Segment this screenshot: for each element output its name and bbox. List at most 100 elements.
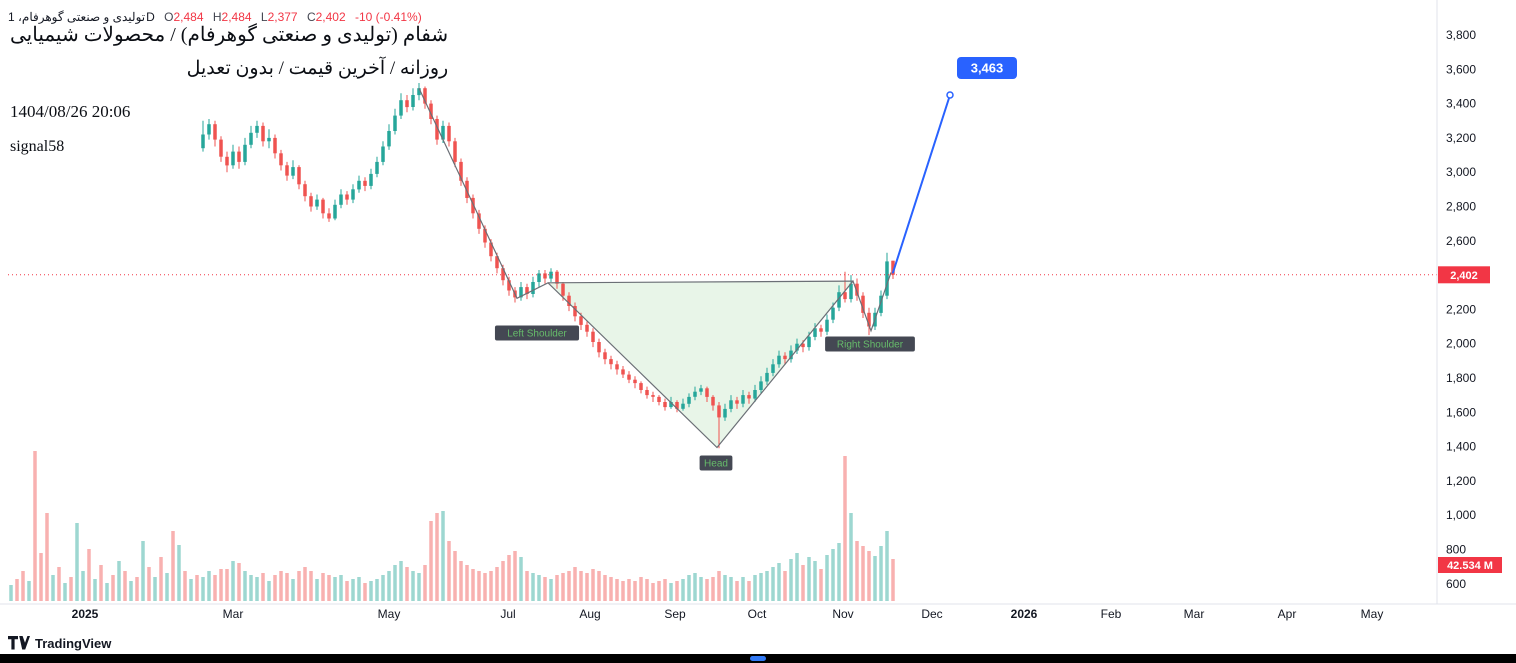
timeframe-label[interactable]: D [146, 10, 155, 24]
candle-body [375, 161, 379, 174]
candle-body [699, 388, 703, 392]
projection-line[interactable] [892, 94, 951, 274]
volume-bar [333, 577, 337, 601]
candle-body [315, 199, 319, 207]
candle-body [627, 374, 631, 380]
candle-body [765, 372, 769, 382]
volume-bar [849, 513, 853, 601]
head-and-shoulders-drawing[interactable]: Left Shoulder Head Right Shoulder [418, 87, 915, 471]
projection-endpoint-dot[interactable] [946, 91, 954, 99]
candle-body [405, 100, 409, 108]
candle-body [609, 359, 613, 365]
candle-body [387, 131, 391, 147]
bottom-bar [0, 654, 1516, 663]
volume-bar [639, 577, 643, 601]
candle-body [687, 396, 691, 404]
price-tick-label: 3,000 [1446, 165, 1476, 179]
pattern-label-badge[interactable] [825, 336, 915, 352]
pattern-neckline[interactable] [547, 280, 854, 284]
volume-bar [615, 579, 619, 601]
volume-bar [771, 567, 775, 601]
price-axis[interactable]: 3,8003,6003,4003,2003,0002,8002,6002,400… [1436, 0, 1502, 604]
volume-bar [873, 556, 877, 601]
projection-drawing[interactable]: 3,463 [892, 57, 1017, 274]
ohlc-close: C2,402 [306, 10, 346, 24]
candle-body [453, 141, 457, 162]
candle-body [381, 146, 385, 162]
price-tick-label: 800 [1446, 543, 1466, 557]
volume-bar [27, 581, 31, 601]
candle-body [411, 95, 415, 107]
time-axis[interactable]: 2025 Mar May Jul Aug Sep Oct Nov Dec 2026 Feb Mar Ap… [0, 603, 1516, 621]
volume-bar [675, 581, 679, 601]
volume-bar [177, 545, 181, 601]
candle-body [621, 369, 625, 375]
time-tick-label: Sep [664, 607, 686, 621]
volume-bar [33, 451, 37, 601]
candle-body [759, 381, 763, 390]
volume-bar [417, 573, 421, 601]
volume-bar [891, 559, 895, 601]
pattern-zigzag-line[interactable] [418, 87, 892, 449]
candle-body [477, 213, 481, 229]
volume-bar [795, 553, 799, 601]
volume-bar [153, 577, 157, 601]
volume-bar [387, 571, 391, 601]
candle-body [435, 119, 439, 140]
volume-bar [261, 573, 265, 601]
volume-bar [189, 579, 193, 601]
time-tick-label: May [378, 607, 401, 621]
candle-body [339, 194, 343, 205]
pattern-label-badge[interactable] [699, 455, 733, 471]
volume-bar [393, 565, 397, 601]
candle-body [429, 103, 433, 119]
volume-bar [687, 575, 691, 601]
volume-bar [813, 561, 817, 601]
tradingview-logo[interactable]: TradingView [8, 636, 111, 651]
candle-body [753, 390, 757, 399]
volume-bar [369, 581, 373, 601]
candle-body [555, 271, 559, 284]
bottom-bar-accent[interactable] [750, 656, 766, 661]
candle-body [447, 125, 451, 142]
candle-body [813, 328, 817, 337]
tradingview-logo-icon [8, 636, 30, 650]
symbol-legend[interactable]: تولیدی و صنعتی گوهرفام، 1D O2,484 H2,484… [8, 10, 422, 24]
volume-bar [717, 571, 721, 601]
volume-bar [807, 557, 811, 601]
volume-bar [855, 541, 859, 601]
volume-bar [117, 561, 121, 601]
volume-bar [729, 577, 733, 601]
volume-bar [711, 577, 715, 601]
volume-bar [351, 579, 355, 601]
time-tick-label: 2026 [1011, 607, 1038, 621]
volume-bar [219, 569, 223, 601]
candle-body [879, 295, 883, 313]
pattern-label-badge[interactable] [494, 325, 580, 341]
price-target-badge[interactable] [957, 57, 1017, 79]
volume-bar [111, 575, 115, 601]
volume-bar [699, 577, 703, 601]
volume-bar [657, 581, 661, 601]
time-tick-label: May [1361, 607, 1384, 621]
volume-bar [291, 579, 295, 601]
candle-body [237, 151, 241, 162]
volume-bar [267, 581, 271, 601]
volume-bar [519, 557, 523, 601]
candle-body [441, 125, 445, 140]
candle-body [249, 132, 253, 145]
volume-axis-badge [1438, 557, 1502, 573]
candle-body [801, 343, 805, 348]
volume-bar [69, 577, 73, 601]
volume-bar [663, 579, 667, 601]
price-tick-label: 3,600 [1446, 62, 1476, 76]
volume-bar [591, 569, 595, 601]
volume-bar [213, 575, 217, 601]
volume-bar [603, 575, 607, 601]
volume-bar [171, 531, 175, 601]
candle-body [519, 287, 523, 298]
symbol-name[interactable]: تولیدی و صنعتی گوهرفام، 1 [8, 10, 146, 24]
candles-layer [201, 83, 895, 449]
